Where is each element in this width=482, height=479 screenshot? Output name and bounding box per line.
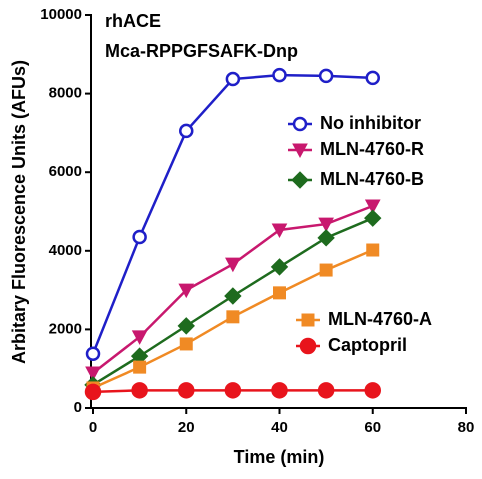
marker — [366, 243, 380, 257]
marker — [271, 223, 288, 239]
marker — [318, 217, 334, 233]
legend-marker — [292, 143, 308, 159]
annotation: Mca-RPPGFSAFK-Dnp — [105, 41, 298, 61]
legend-label: No inhibitor — [320, 113, 421, 133]
marker — [84, 383, 102, 401]
marker — [225, 71, 241, 87]
marker — [179, 337, 193, 351]
marker — [225, 257, 241, 273]
y-tick-label: 6000 — [49, 163, 82, 180]
legend-label: MLN-4760-R — [320, 139, 424, 159]
legend-label: MLN-4760-B — [320, 169, 424, 189]
marker — [131, 330, 148, 345]
legend-marker — [291, 171, 309, 189]
marker — [179, 123, 194, 139]
marker — [133, 360, 147, 374]
x-tick-label: 40 — [271, 419, 288, 436]
marker — [85, 346, 101, 362]
marker — [224, 287, 242, 305]
legend-label: MLN-4760-A — [328, 309, 432, 329]
marker — [272, 67, 287, 83]
x-tick-label: 0 — [89, 419, 97, 436]
marker — [273, 286, 286, 300]
marker — [132, 229, 147, 245]
marker — [226, 310, 240, 324]
marker — [364, 199, 381, 215]
y-tick-label: 8000 — [49, 85, 82, 102]
legend-label: Captopril — [328, 335, 407, 355]
marker — [317, 382, 335, 399]
legend-marker — [301, 313, 315, 327]
annotation: rhACE — [105, 11, 161, 31]
legend-marker — [299, 337, 317, 355]
marker — [319, 263, 333, 277]
marker — [365, 70, 380, 86]
marker — [364, 209, 382, 227]
marker — [178, 283, 195, 299]
marker — [270, 258, 289, 276]
y-tick-label: 4000 — [49, 242, 82, 259]
y-tick-label: 10000 — [40, 6, 82, 23]
x-tick-label: 60 — [364, 419, 381, 436]
marker — [85, 366, 101, 382]
y-axis-label: Arbitary Fluorescence Units (AFUs) — [9, 60, 29, 364]
marker — [178, 382, 195, 399]
y-tick-label: 0 — [74, 399, 82, 416]
x-tick-label: 80 — [458, 419, 475, 436]
marker — [224, 382, 242, 399]
legend-marker — [292, 116, 308, 132]
marker — [317, 229, 335, 247]
x-tick-label: 20 — [178, 419, 195, 436]
marker — [318, 68, 334, 84]
marker — [131, 382, 148, 399]
marker — [364, 382, 381, 399]
marker — [177, 317, 195, 335]
x-axis-label: Time (min) — [234, 447, 325, 467]
y-tick-label: 2000 — [49, 320, 82, 337]
marker — [271, 382, 288, 399]
